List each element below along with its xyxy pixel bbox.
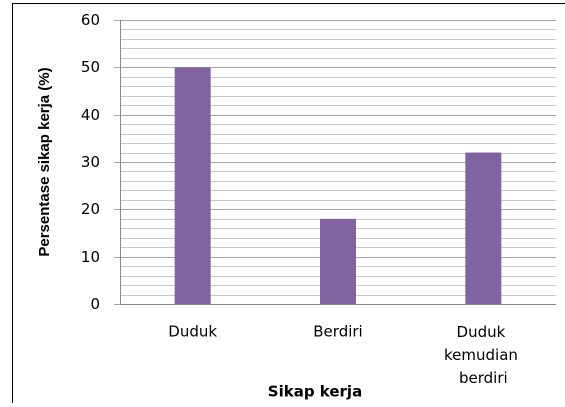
y-tick-label: 20 xyxy=(81,200,100,218)
x-tick-label: Berdiri xyxy=(313,323,362,341)
x-tick-label: Duduk xyxy=(168,323,217,341)
bar xyxy=(465,153,501,304)
y-tick-label: 10 xyxy=(81,248,100,266)
y-tick-label: 0 xyxy=(90,295,100,313)
y-tick-label: 50 xyxy=(81,58,100,76)
y-axis-label: Persentase sikap kerja (%) xyxy=(36,67,53,256)
y-tick-label: 60 xyxy=(81,11,100,29)
x-tick-label: Duduk kemudian berdiri xyxy=(444,323,523,387)
x-axis-label: Sikap kerja xyxy=(268,383,362,401)
y-tick-label: 40 xyxy=(81,106,100,124)
y-tick-label: 30 xyxy=(81,153,100,171)
bar xyxy=(175,67,211,304)
bar xyxy=(320,219,356,304)
